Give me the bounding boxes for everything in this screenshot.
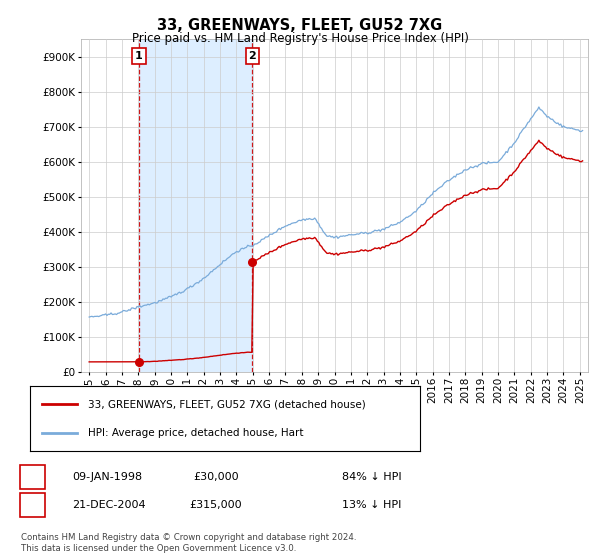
Text: £315,000: £315,000 <box>190 500 242 510</box>
Text: 21-DEC-2004: 21-DEC-2004 <box>72 500 146 510</box>
Text: £30,000: £30,000 <box>193 472 239 482</box>
Text: 1: 1 <box>135 51 143 61</box>
Text: Contains HM Land Registry data © Crown copyright and database right 2024.
This d: Contains HM Land Registry data © Crown c… <box>21 533 356 553</box>
Text: HPI: Average price, detached house, Hart: HPI: Average price, detached house, Hart <box>89 428 304 438</box>
Bar <box>139 39 252 372</box>
Text: 09-JAN-1998: 09-JAN-1998 <box>72 472 142 482</box>
Text: Price paid vs. HM Land Registry's House Price Index (HPI): Price paid vs. HM Land Registry's House … <box>131 32 469 45</box>
Text: 1: 1 <box>29 472 36 482</box>
Text: 2: 2 <box>29 500 36 510</box>
Text: 2: 2 <box>248 51 256 61</box>
Text: 33, GREENWAYS, FLEET, GU52 7XG: 33, GREENWAYS, FLEET, GU52 7XG <box>157 18 443 33</box>
Text: 13% ↓ HPI: 13% ↓ HPI <box>342 500 401 510</box>
Text: 84% ↓ HPI: 84% ↓ HPI <box>342 472 401 482</box>
Text: 33, GREENWAYS, FLEET, GU52 7XG (detached house): 33, GREENWAYS, FLEET, GU52 7XG (detached… <box>89 399 366 409</box>
